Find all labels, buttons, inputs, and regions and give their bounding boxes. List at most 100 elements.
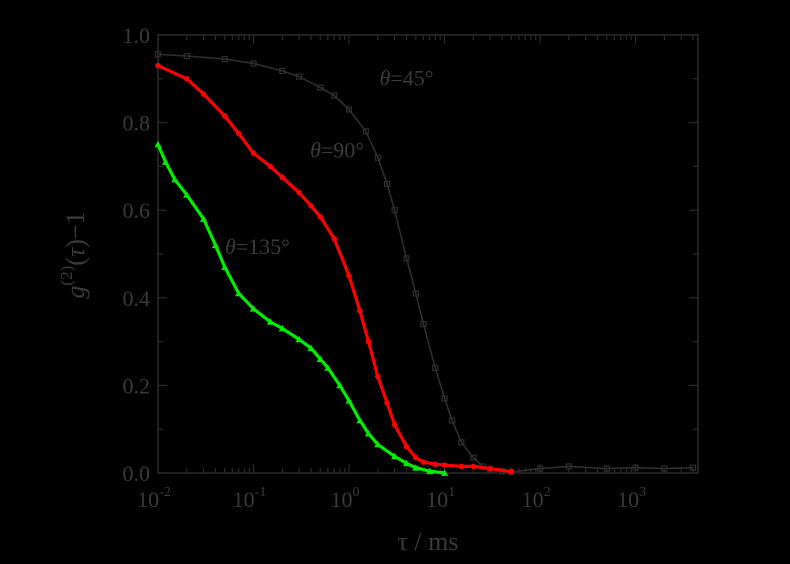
data-point [432,364,439,371]
data-point [279,67,286,75]
data-point [391,422,398,428]
data-point [221,55,228,63]
data-point [250,60,257,67]
y-tick-label: 0.8 [123,111,151,136]
data-point [402,459,411,467]
series-annotation: θ=90° [310,138,364,163]
series-2 [155,62,515,475]
data-point [221,263,229,271]
y-tick-label: 0.0 [123,461,151,486]
data-point [316,355,324,362]
data-point [199,215,208,222]
series-line [157,64,512,474]
y-tick-labels: 0.0 0.2 0.4 0.6 0.8 1.0 [123,23,151,486]
data-point [296,189,302,196]
data-point [266,318,274,325]
data-point [470,454,477,461]
data-point [356,416,364,424]
data-point [200,91,207,97]
data-point [441,462,448,468]
data-point [308,203,314,209]
data-point [307,344,315,352]
data-point [357,308,363,314]
data-point [661,465,668,472]
data-point [171,175,179,183]
data-point [235,289,243,297]
data-point [154,140,162,148]
y-axis-label: g(2)(τ)−1 [57,211,90,298]
series-annotation: θ=45° [380,65,434,90]
data-point [374,440,382,448]
data-point [508,468,515,475]
data-point [391,452,399,460]
data-point [345,397,353,404]
data-point [317,84,324,91]
x-tick-label: 10-1 [233,485,267,512]
data-point [413,454,419,461]
data-point [690,464,697,471]
x-tick-label: 10-2 [137,485,171,512]
y-tick-label: 0.6 [123,198,151,223]
data-point [458,439,465,446]
x-tick-label: 103 [617,485,646,512]
series-3 [154,140,449,476]
data-point [426,467,434,475]
data-point [391,207,398,214]
data-point [383,180,391,188]
data-point [403,255,410,262]
data-point [161,158,170,165]
data-point [267,163,274,170]
data-point [295,73,303,80]
data-point [384,400,390,406]
data-point [331,235,338,242]
data-point [345,106,353,113]
data-point [364,429,373,437]
data-point [249,305,258,312]
data-point [470,463,477,470]
data-point [250,150,257,157]
data-point [536,465,544,472]
data-point [295,335,303,343]
data-point [336,381,344,389]
data-point [632,464,639,471]
data-point [432,461,439,468]
annotation-layer: θ=45° θ=90° θ=135° [225,65,434,259]
data-point [155,62,161,69]
data-point [183,52,190,60]
x-tick-label: 101 [426,485,455,512]
data-point [420,320,427,328]
data-point [235,130,242,137]
data-point [565,463,572,470]
data-point [362,128,369,135]
data-point [317,213,324,220]
svg-text:g(2)(τ)−1: g(2)(τ)−1 [57,211,90,298]
data-point [365,338,372,345]
x-tick-labels: 10-2 10-1 100 101 102 103 [137,485,646,512]
y-tick-label: 1.0 [123,23,151,48]
data-point [374,373,381,380]
data-point [449,417,456,424]
data-point [487,465,493,472]
x-tick-label: 102 [522,485,551,512]
x-tick-label: 100 [331,485,360,512]
data-point [324,364,332,371]
data-point [374,154,381,161]
data-point [279,174,286,181]
data-point [346,273,352,279]
data-point [183,191,191,198]
data-point [458,463,465,470]
data-point [403,443,410,450]
y-tick-label: 0.2 [123,373,151,398]
data-point [331,92,338,99]
data-point [440,469,449,476]
data-point [154,51,162,58]
data-point [278,324,286,332]
y-tick-label: 0.4 [123,286,151,311]
data-point [221,113,228,119]
x-axis-label: τ / ms [397,527,458,556]
data-point [441,395,448,402]
data-point [412,290,419,297]
series-annotation: θ=135° [225,234,290,259]
data-point [211,241,220,249]
